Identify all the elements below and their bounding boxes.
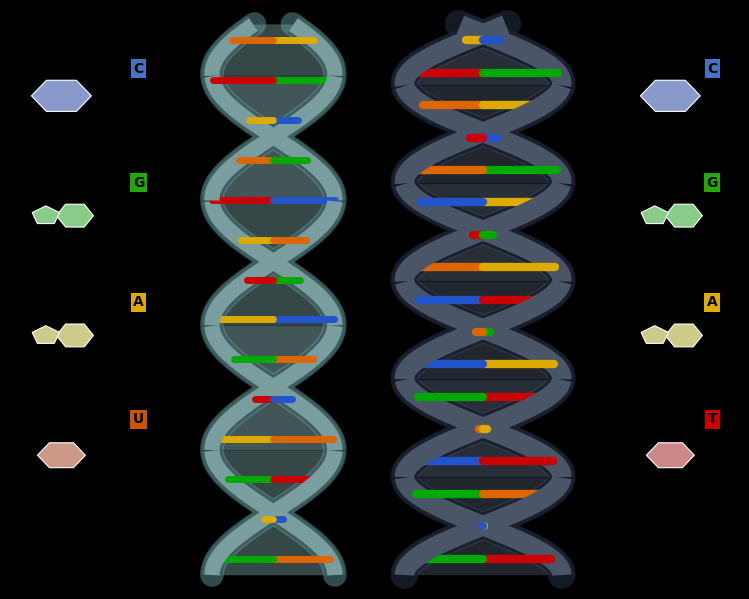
Polygon shape bbox=[212, 201, 335, 325]
Polygon shape bbox=[404, 25, 562, 85]
Polygon shape bbox=[640, 80, 700, 111]
Polygon shape bbox=[404, 380, 562, 477]
Text: C: C bbox=[707, 62, 718, 76]
Polygon shape bbox=[404, 478, 562, 575]
Polygon shape bbox=[404, 282, 562, 379]
Text: G: G bbox=[706, 176, 718, 190]
Text: A: A bbox=[133, 295, 144, 310]
Polygon shape bbox=[31, 80, 91, 111]
Polygon shape bbox=[56, 204, 94, 227]
Text: T: T bbox=[708, 412, 717, 426]
Polygon shape bbox=[56, 324, 94, 347]
Polygon shape bbox=[646, 443, 694, 468]
Text: G: G bbox=[133, 176, 145, 190]
Polygon shape bbox=[641, 206, 668, 223]
Polygon shape bbox=[212, 451, 335, 575]
Polygon shape bbox=[212, 77, 335, 201]
Polygon shape bbox=[404, 86, 562, 183]
Polygon shape bbox=[404, 184, 562, 281]
Text: U: U bbox=[133, 412, 145, 426]
Polygon shape bbox=[212, 326, 335, 450]
Polygon shape bbox=[641, 326, 668, 343]
Polygon shape bbox=[32, 326, 59, 343]
Text: C: C bbox=[133, 62, 144, 76]
Polygon shape bbox=[37, 443, 85, 468]
Polygon shape bbox=[32, 206, 59, 223]
Text: A: A bbox=[707, 295, 718, 310]
Polygon shape bbox=[665, 324, 703, 347]
Polygon shape bbox=[665, 204, 703, 227]
Polygon shape bbox=[212, 25, 335, 75]
